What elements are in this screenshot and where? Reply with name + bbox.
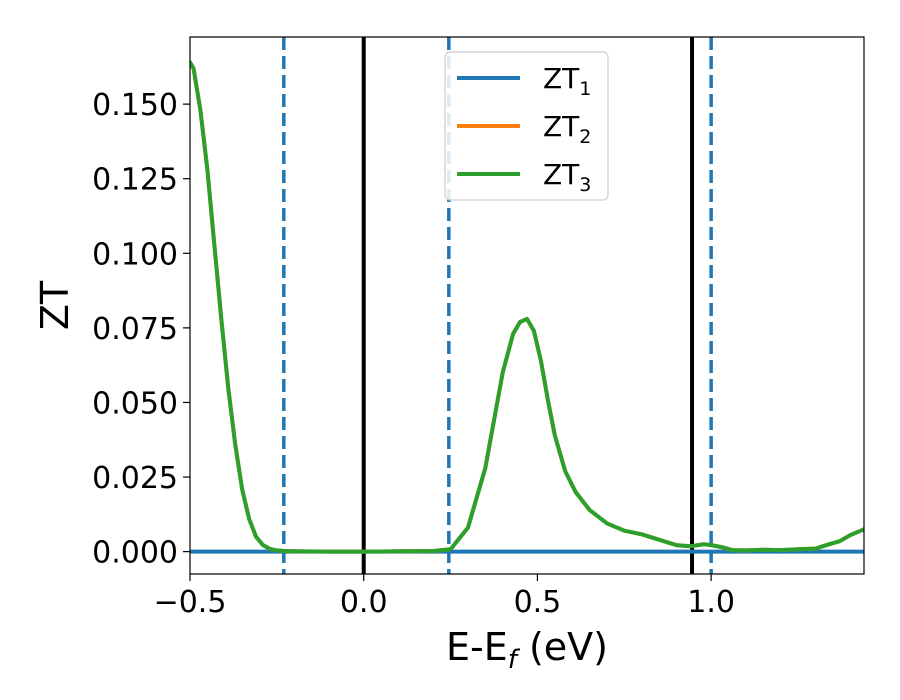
legend-entry-name: ZT <box>543 110 580 143</box>
legend-box <box>444 51 609 201</box>
legend-entry-2: ZT2 <box>543 110 591 148</box>
x-axis-label-main: E-E <box>446 625 508 669</box>
y-tick-label: 0.050 <box>92 386 178 421</box>
series-line-3 <box>190 60 864 554</box>
axes-frame <box>189 36 865 575</box>
y-tick-label: 0.075 <box>92 312 178 347</box>
x-tick-label: 0.5 <box>514 585 562 620</box>
y-tick-label: 0.000 <box>92 536 178 571</box>
y-tick-label: 0.025 <box>92 461 178 496</box>
axes: −0.5 0.0 0.5 1.0 0.000 0.025 0.050 0.075 0.100 0.… <box>33 36 865 675</box>
legend-entry-1: ZT1 <box>543 62 591 100</box>
legend-entry-name: ZT <box>543 62 580 95</box>
y-tick-label: 0.150 <box>92 88 178 123</box>
legend-entry-name: ZT <box>543 158 580 191</box>
y-tick-label: 0.125 <box>92 163 178 198</box>
y-axis-label: ZT <box>33 280 77 330</box>
x-tick-label: 1.0 <box>687 585 735 620</box>
legend-entry-subscript: 1 <box>579 78 591 100</box>
data-layer <box>190 37 864 574</box>
legend-entry-subscript: 3 <box>579 174 591 196</box>
x-axis-label-unit: (eV) <box>517 625 608 669</box>
plot-area <box>190 37 864 574</box>
x-tick-label: −0.5 <box>154 585 227 620</box>
y-tick-label: 0.100 <box>92 237 178 272</box>
legend-entry-3: ZT3 <box>543 158 591 196</box>
x-tick-label: 0.0 <box>340 585 388 620</box>
x-axis-label: E-Ef (eV) <box>446 625 608 675</box>
legend-entry-subscript: 2 <box>579 126 591 148</box>
